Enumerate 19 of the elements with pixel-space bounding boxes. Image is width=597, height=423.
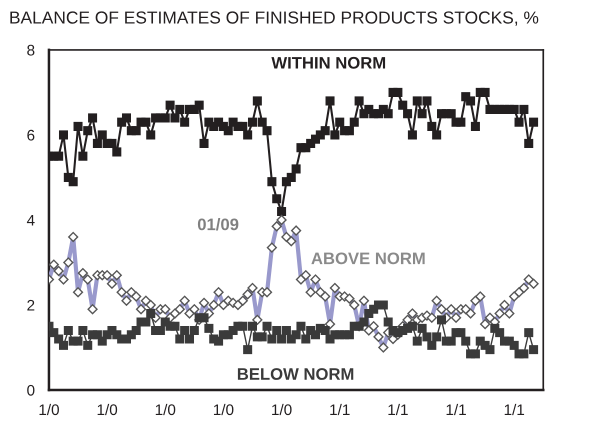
series-label: ABOVE NORM [311,252,425,264]
x-tick-label: 1/0 [272,404,292,416]
y-tick-label: 0 [27,384,34,396]
x-tick-label: 1/0 [40,404,59,416]
x-tick-label: 1/0 [214,404,234,416]
series-label: BELOW NORM [238,368,354,380]
y-tick-label: 4 [26,214,35,226]
series-label: WITHIN NORM [271,56,386,69]
x-tick-label: 1/0 [156,404,176,416]
chart-title: BALANCE OF ESTIMATES OF FINISHED PRODUCTS STOCKS, % [10,11,538,26]
x-tick-label: 1/0 [98,404,118,416]
y-tick-label: 2 [27,300,34,311]
x-tick-label: 1/1 [388,404,408,416]
x-tick-label: 1/1 [330,404,350,416]
y-tick-label: 8 [27,44,34,56]
x-tick-label: 1/1 [446,404,466,416]
y-tick-label: 6 [27,130,34,141]
x-tick-label: 1/1 [504,404,524,416]
annotation: 01/09 [198,218,238,230]
